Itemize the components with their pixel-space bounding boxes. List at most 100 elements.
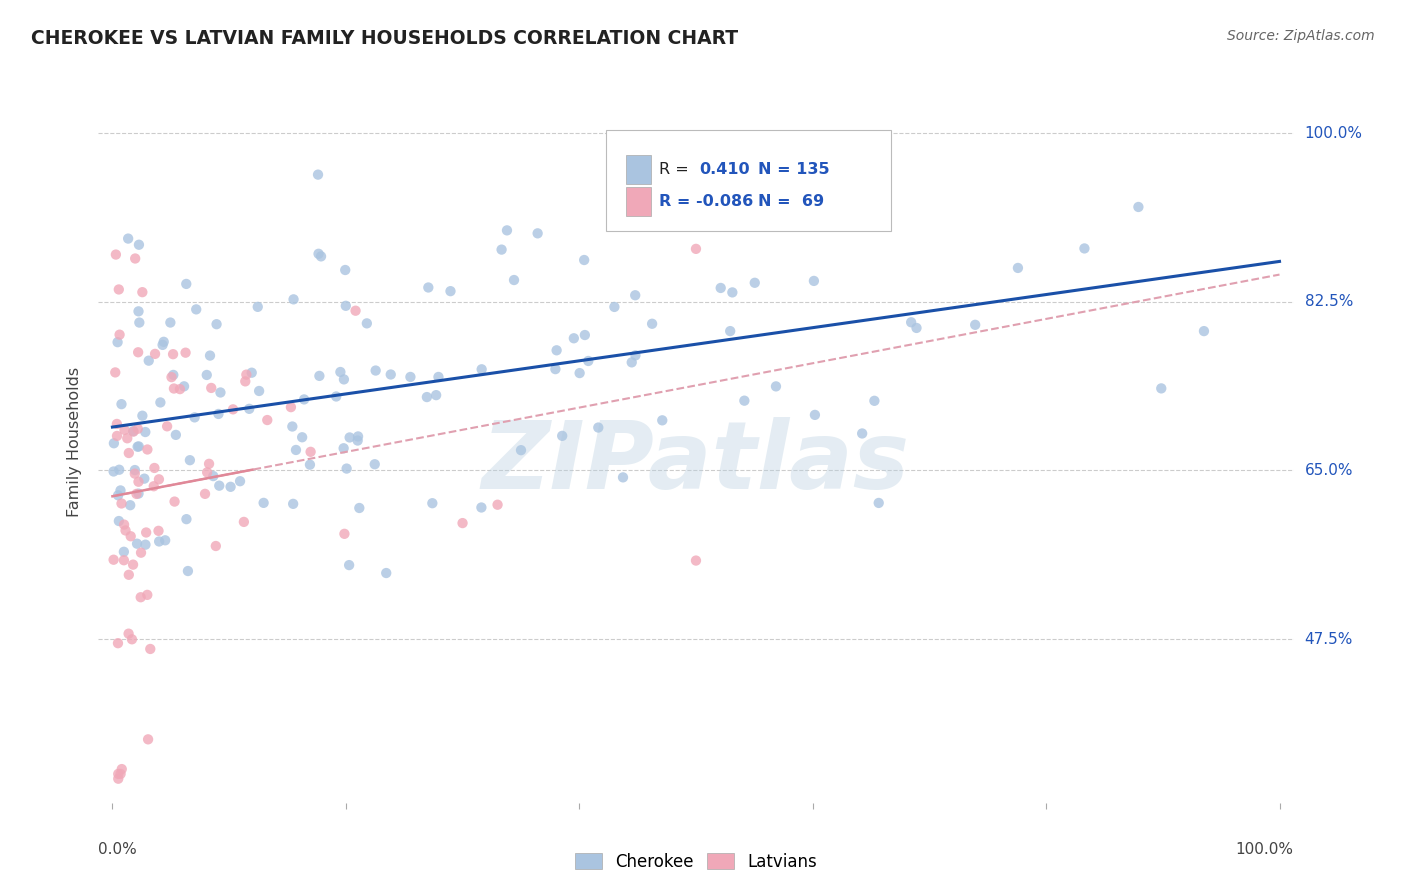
Text: 100.0%: 100.0% (1236, 842, 1294, 856)
Point (162, 368, 184, 382)
Point (122, 424, 145, 438)
Point (207, 407, 229, 421)
Point (349, 500, 371, 515)
Point (174, 345, 197, 359)
Point (292, 392, 315, 407)
Point (603, 208, 626, 222)
Point (744, 276, 766, 290)
Point (416, 390, 439, 404)
Point (125, 487, 148, 501)
Point (335, 299, 357, 313)
Point (568, 366, 591, 380)
Point (173, 379, 195, 393)
Point (624, 288, 647, 302)
Point (148, 472, 170, 486)
Point (281, 419, 304, 434)
Point (127, 422, 149, 436)
Point (765, 379, 787, 393)
Point (162, 347, 184, 361)
Point (195, 466, 218, 480)
Point (107, 488, 129, 502)
Point (641, 317, 664, 331)
Point (576, 354, 599, 368)
Point (232, 515, 254, 529)
Point (280, 400, 302, 414)
Point (129, 591, 152, 605)
Point (246, 300, 269, 314)
Point (114, 524, 136, 538)
Point (624, 348, 647, 362)
Text: CHEROKEE VS LATVIAN FAMILY HOUSEHOLDS CORRELATION CHART: CHEROKEE VS LATVIAN FAMILY HOUSEHOLDS CO… (31, 29, 738, 48)
Text: 100.0%: 100.0% (1305, 126, 1362, 141)
Point (574, 328, 596, 343)
Point (202, 469, 225, 483)
Point (198, 457, 221, 471)
Text: 0.0%: 0.0% (98, 842, 138, 856)
Point (127, 440, 149, 454)
Point (685, 242, 707, 256)
Text: Source: ZipAtlas.com: Source: ZipAtlas.com (1227, 29, 1375, 44)
Point (127, 345, 149, 359)
Point (546, 343, 568, 358)
Point (804, 408, 827, 422)
Text: 65.0%: 65.0% (1305, 463, 1353, 478)
Point (120, 498, 142, 512)
Point (308, 368, 330, 383)
Point (1128, 200, 1150, 214)
Point (198, 349, 221, 363)
Point (152, 338, 174, 352)
Point (339, 430, 361, 444)
Point (205, 539, 228, 553)
Point (160, 370, 183, 384)
Point (562, 331, 585, 345)
Point (612, 470, 634, 484)
Point (285, 442, 308, 457)
Point (491, 243, 513, 257)
Point (183, 410, 205, 425)
Point (103, 552, 125, 566)
Point (503, 273, 526, 287)
Point (1073, 242, 1095, 256)
Text: R =: R = (659, 161, 689, 177)
Point (110, 483, 132, 498)
Point (134, 472, 156, 486)
Point (335, 263, 357, 277)
Point (148, 524, 170, 538)
Point (124, 252, 146, 266)
Point (439, 284, 461, 298)
Point (685, 553, 707, 567)
Point (128, 237, 150, 252)
Point (163, 382, 186, 396)
Point (186, 302, 208, 317)
Point (108, 327, 131, 342)
Point (620, 355, 643, 369)
Point (1150, 381, 1173, 395)
Point (785, 219, 807, 234)
Point (104, 247, 127, 261)
Point (364, 457, 387, 471)
Point (332, 442, 354, 456)
Point (120, 529, 142, 543)
Point (510, 443, 533, 458)
Point (863, 393, 886, 408)
Point (733, 393, 755, 408)
Point (110, 767, 132, 781)
Point (103, 436, 125, 450)
Point (238, 401, 260, 416)
Text: N = 135: N = 135 (758, 161, 830, 177)
Point (651, 413, 673, 427)
Point (325, 389, 347, 403)
Point (124, 467, 146, 481)
Point (135, 525, 157, 540)
Point (127, 475, 149, 489)
Point (256, 413, 278, 427)
Point (308, 247, 330, 261)
Point (194, 487, 217, 501)
Point (356, 317, 378, 331)
Point (496, 223, 519, 237)
Point (307, 168, 329, 182)
Point (128, 304, 150, 318)
Point (470, 500, 492, 515)
Point (486, 498, 509, 512)
Point (153, 533, 176, 548)
